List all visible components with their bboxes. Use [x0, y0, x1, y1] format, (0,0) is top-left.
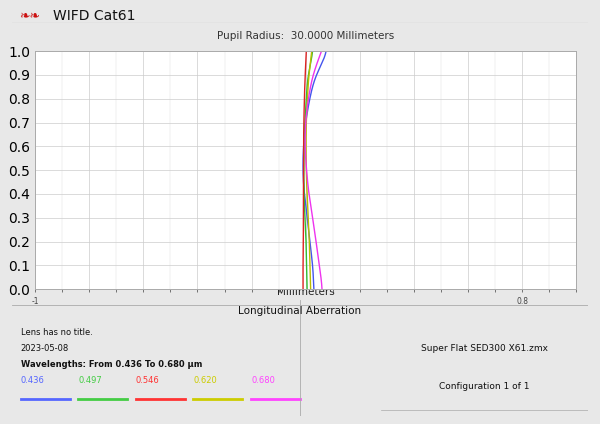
Text: 0.436: 0.436 [20, 377, 44, 385]
Text: Configuration 1 of 1: Configuration 1 of 1 [439, 382, 530, 391]
Text: ❧❧: ❧❧ [19, 9, 40, 22]
Text: 0.620: 0.620 [193, 377, 217, 385]
Text: Super Flat SED300 X61.zmx: Super Flat SED300 X61.zmx [421, 344, 548, 353]
Text: WIFD Cat61: WIFD Cat61 [53, 9, 136, 23]
Text: 0.497: 0.497 [78, 377, 102, 385]
Text: 0.680: 0.680 [251, 377, 275, 385]
Text: Millimeters: Millimeters [277, 287, 335, 298]
Text: Pupil Radius:  30.0000 Millimeters: Pupil Radius: 30.0000 Millimeters [217, 31, 394, 42]
Text: 0.546: 0.546 [136, 377, 160, 385]
Text: 2023-05-08: 2023-05-08 [20, 344, 69, 353]
Text: Longitudinal Aberration: Longitudinal Aberration [238, 306, 362, 316]
Text: Wavelengths: From 0.436 To 0.680 μm: Wavelengths: From 0.436 To 0.680 μm [20, 360, 202, 369]
Text: Lens has no title.: Lens has no title. [20, 328, 92, 337]
